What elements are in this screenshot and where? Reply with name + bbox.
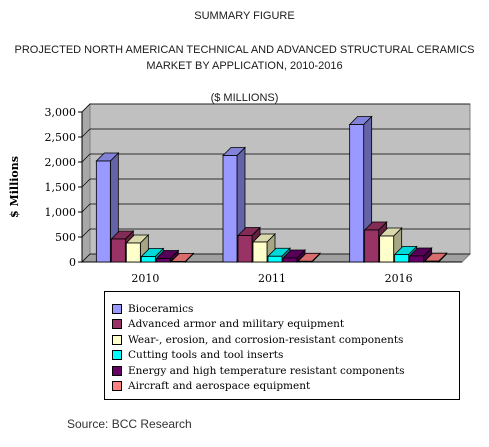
legend-label: Bioceramics bbox=[128, 302, 194, 315]
y-tick-label: 2,500 bbox=[45, 131, 77, 144]
bar bbox=[252, 241, 268, 263]
chart-title-line-2: MARKET BY APPLICATION, 2010-2016 bbox=[146, 60, 343, 72]
bar bbox=[125, 242, 141, 263]
legend-item: Wear-, erosion, and corrosion-resistant … bbox=[112, 332, 403, 347]
legend-label: Energy and high temperature resistant co… bbox=[128, 364, 405, 377]
legend-label: Cutting tools and tool inserts bbox=[128, 349, 284, 361]
bar bbox=[394, 254, 410, 263]
y-tick-label: 1,000 bbox=[45, 206, 77, 219]
legend-swatch bbox=[112, 381, 122, 391]
y-tick-label: 500 bbox=[55, 231, 76, 244]
chart-units: ($ MILLIONS) bbox=[210, 92, 279, 104]
bar bbox=[364, 229, 380, 263]
legend-item: Cutting tools and tool inserts bbox=[112, 348, 283, 363]
chart-legend: Bioceramics Advanced armor and military e… bbox=[104, 291, 460, 400]
legend-swatch bbox=[112, 303, 122, 314]
gridline bbox=[81, 153, 470, 163]
legend-swatch bbox=[112, 334, 122, 345]
gridline bbox=[81, 103, 470, 113]
bar bbox=[424, 260, 440, 263]
bar bbox=[379, 235, 395, 263]
x-tick-label: 2016 bbox=[385, 272, 413, 285]
y-tick-label: 3,000 bbox=[45, 106, 77, 119]
bar bbox=[237, 235, 253, 263]
y-tick-label: 0 bbox=[69, 256, 76, 269]
bar bbox=[409, 255, 425, 263]
bar bbox=[222, 155, 238, 263]
x-tick-label: 2011 bbox=[258, 272, 286, 285]
y-tick-label: 2,000 bbox=[45, 156, 77, 169]
bar bbox=[297, 260, 313, 263]
legend-swatch bbox=[112, 319, 122, 329]
x-tick-label: 2010 bbox=[131, 272, 159, 285]
legend-swatch bbox=[112, 350, 122, 360]
bar bbox=[349, 124, 365, 263]
source-note: Source: BCC Research bbox=[67, 417, 192, 431]
y-axis-title: $ Millions bbox=[8, 156, 21, 218]
chart-title-line-1: PROJECTED NORTH AMERICAN TECHNICAL AND A… bbox=[14, 44, 475, 56]
bar bbox=[110, 238, 126, 263]
bar bbox=[282, 257, 298, 263]
legend-item: Energy and high temperature resistant co… bbox=[112, 363, 405, 378]
bar bbox=[155, 258, 171, 263]
gridline bbox=[81, 228, 470, 238]
legend-label: Aircraft and aerospace equipment bbox=[128, 380, 311, 392]
bar bbox=[170, 260, 186, 263]
bar bbox=[140, 256, 156, 263]
gridline bbox=[81, 203, 470, 213]
summary-label: SUMMARY FIGURE bbox=[194, 10, 295, 22]
legend-item: Aircraft and aerospace equipment bbox=[112, 379, 310, 394]
gridline bbox=[81, 128, 470, 138]
legend-item: Advanced armor and military equipment bbox=[112, 317, 344, 332]
legend-item: Bioceramics bbox=[112, 301, 193, 316]
gridline bbox=[81, 253, 470, 263]
legend-label: Wear-, erosion, and corrosion-resistant … bbox=[128, 333, 404, 346]
bar-chart: 0 500 1,000 1,500 2,000 2,500 3,000 $ Millions 2… bbox=[8, 102, 472, 285]
legend-swatch bbox=[112, 365, 122, 376]
y-tick-label: 1,500 bbox=[45, 181, 77, 194]
gridline bbox=[81, 178, 470, 188]
bar bbox=[95, 160, 111, 263]
bar bbox=[267, 255, 283, 263]
legend-label: Advanced armor and military equipment bbox=[128, 318, 345, 330]
